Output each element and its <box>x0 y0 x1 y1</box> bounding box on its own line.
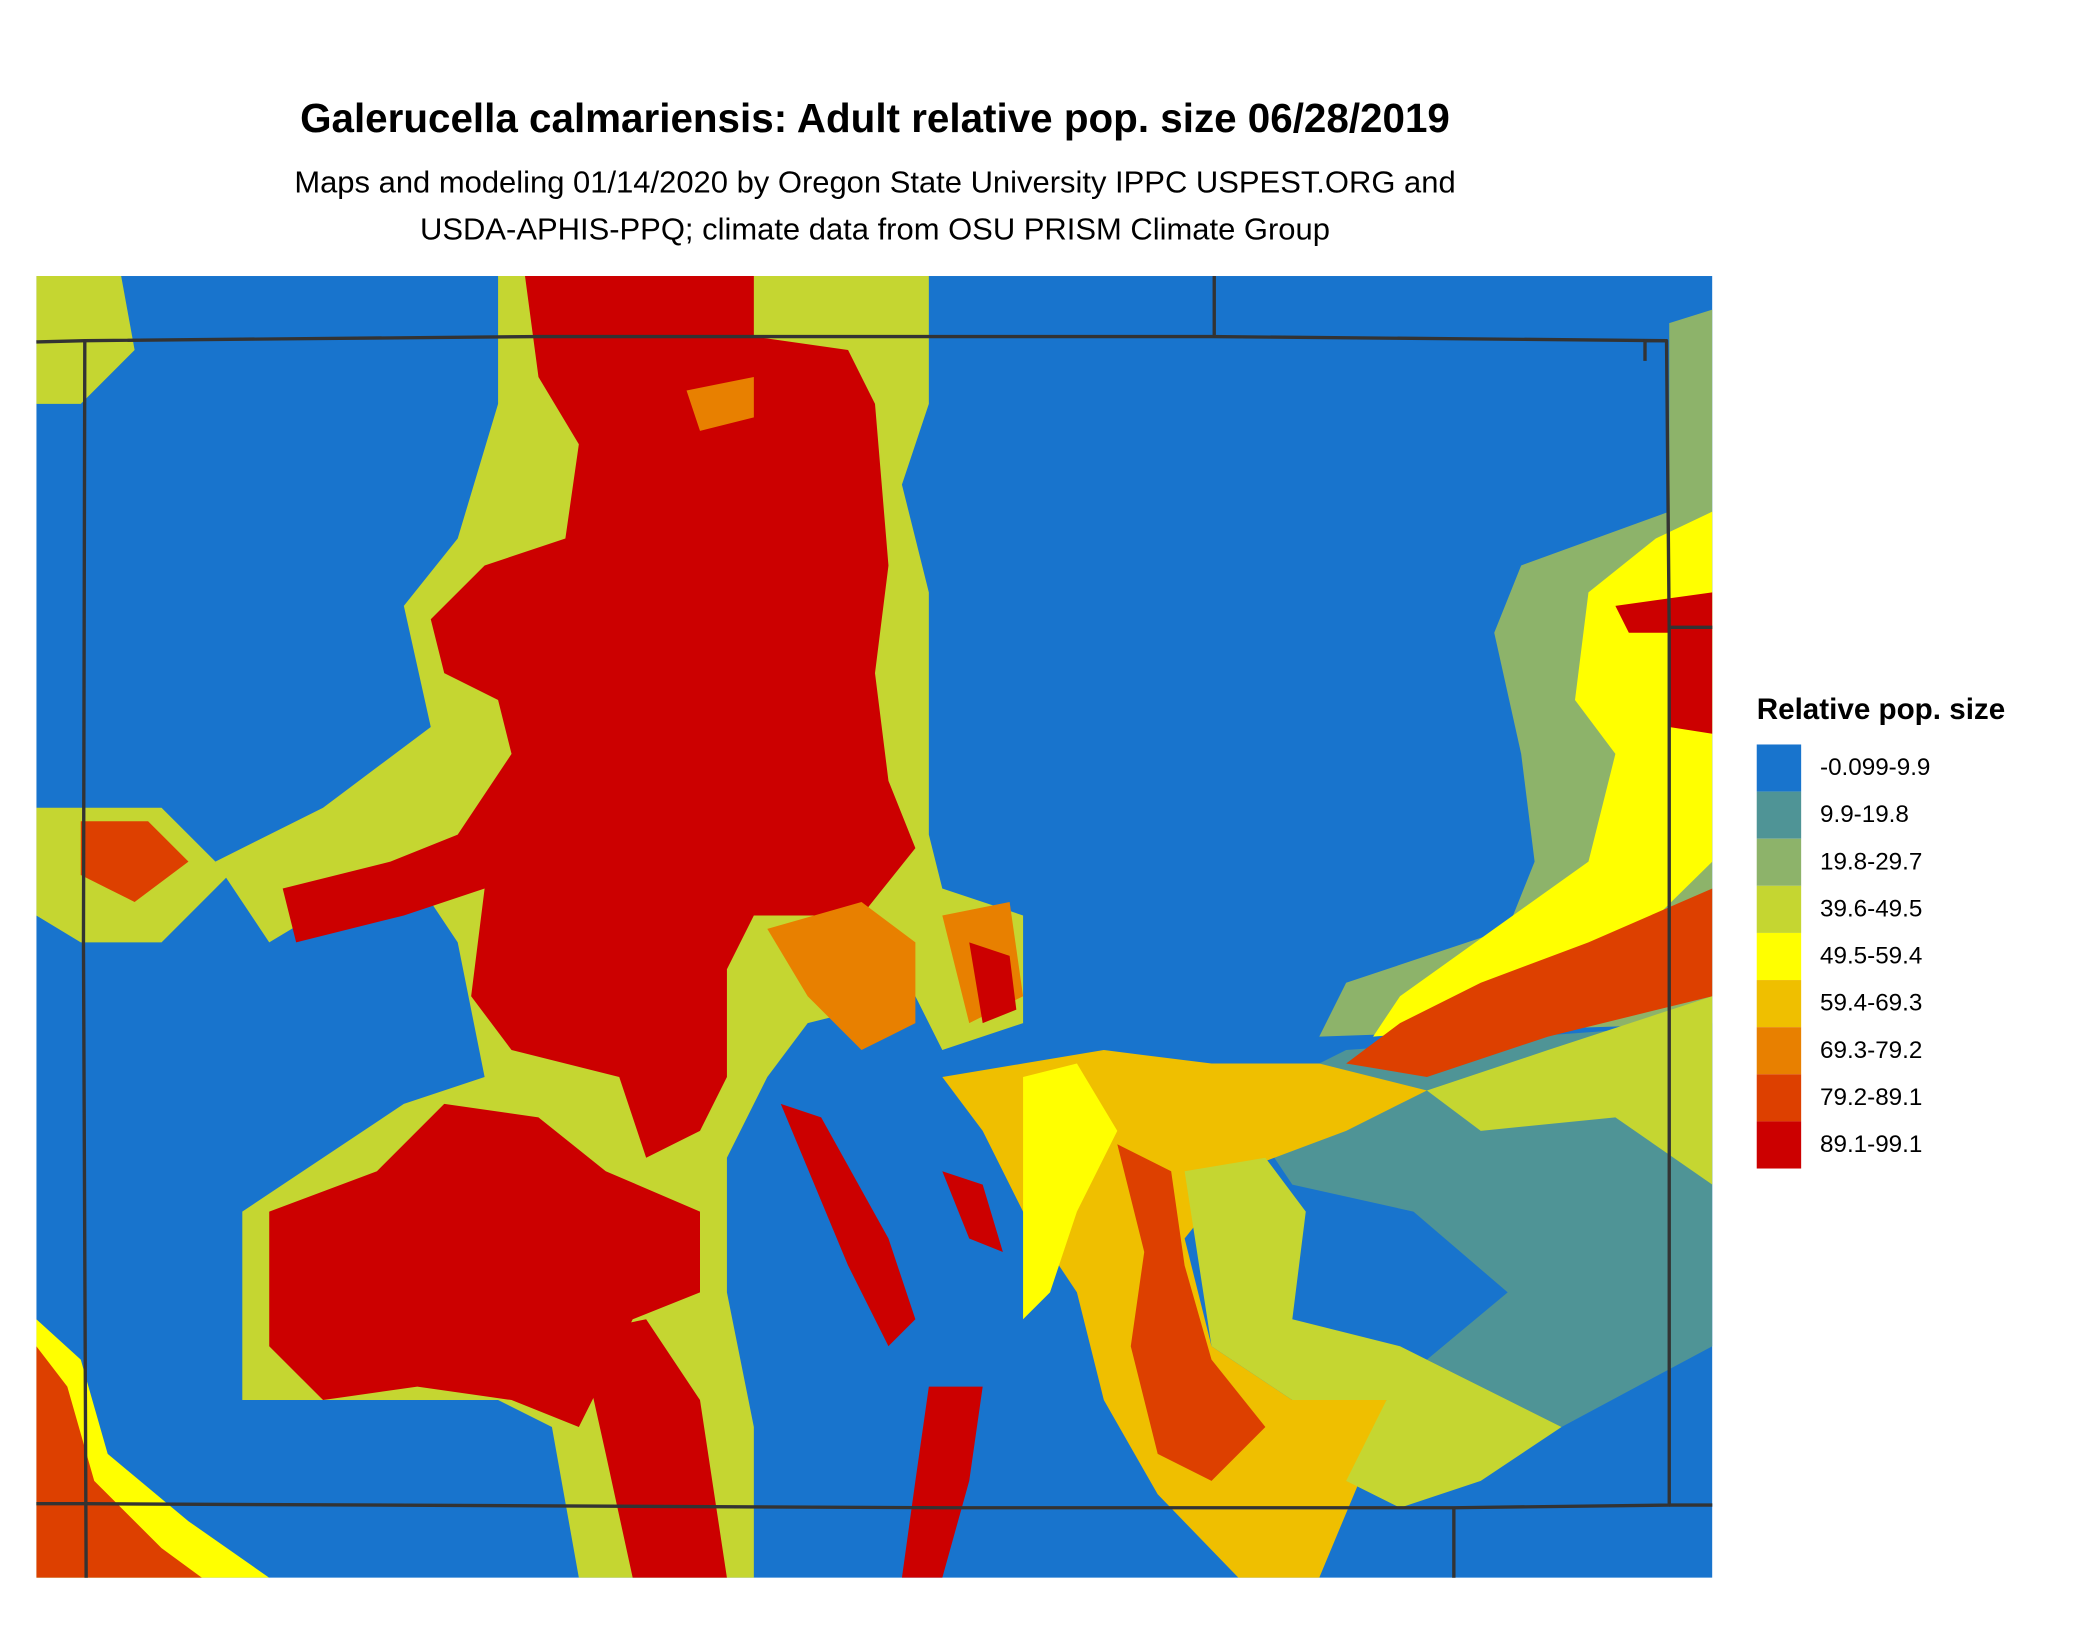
legend-swatch <box>1756 1121 1802 1169</box>
legend: Relative pop. size -0.099-9.9 9.9-19.8 19.… <box>1756 693 2005 1169</box>
legend-label: 79.2-89.1 <box>1820 1084 1922 1111</box>
map <box>36 276 1713 1578</box>
subtitle: Maps and modeling 01/14/2020 by Oregon S… <box>294 165 1455 200</box>
legend-label: 59.4-69.3 <box>1820 990 1922 1017</box>
legend-label: -0.099-9.9 <box>1820 754 1930 781</box>
legend-label: 19.8-29.7 <box>1820 848 1922 875</box>
legend-swatch <box>1756 932 1802 981</box>
legend-label: 39.6-49.5 <box>1820 895 1922 922</box>
legend-swatch <box>1756 1027 1802 1075</box>
title: Galerucella calmariensis: Adult relative… <box>300 95 1450 141</box>
subtitle: USDA-APHIS-PPQ; climate data from OSU PR… <box>420 212 1330 247</box>
legend-swatch <box>1756 744 1802 792</box>
legend-label: 69.3-79.2 <box>1820 1037 1922 1064</box>
legend-label: 89.1-99.1 <box>1820 1131 1922 1158</box>
legend-swatch <box>1756 1074 1802 1122</box>
legend-swatch <box>1756 885 1802 933</box>
legend-label: 9.9-19.8 <box>1820 801 1909 828</box>
legend-swatch <box>1756 838 1802 886</box>
legend-swatch <box>1756 980 1802 1028</box>
legend-label: 49.5-59.4 <box>1820 943 1922 970</box>
legend-title: Relative pop. size <box>1757 693 2005 726</box>
legend-swatch <box>1756 791 1802 839</box>
